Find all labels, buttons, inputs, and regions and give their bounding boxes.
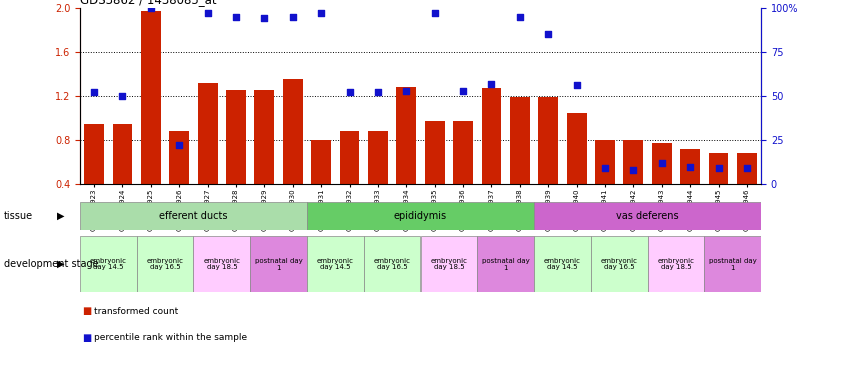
Point (144, 5, 157, 11)
Bar (534, 202, 761, 230)
Text: embryonic
day 14.5: embryonic day 14.5 (544, 258, 581, 270)
Bar (193, 236, 251, 292)
Bar (307, 236, 363, 292)
Point (201, 10, 214, 16)
Text: development stage: development stage (4, 259, 99, 269)
Text: ■: ■ (82, 306, 92, 316)
Point (542, 31, 555, 37)
Point (399, 88, 413, 94)
Text: ▶: ▶ (57, 211, 65, 221)
Text: percentile rank within the sample: percentile rank within the sample (94, 333, 247, 343)
Point (172, 142, 186, 149)
Point (428, 10, 442, 16)
Text: postnatal day
1: postnatal day 1 (255, 258, 303, 270)
Bar (538, 97, 558, 228)
Bar (420, 236, 477, 292)
Bar (396, 87, 416, 228)
Point (315, 10, 328, 16)
Point (343, 89, 357, 96)
Bar (648, 236, 704, 292)
Bar (283, 79, 303, 228)
Bar (482, 88, 501, 228)
Text: embryonic
day 18.5: embryonic day 18.5 (658, 258, 695, 270)
Bar (141, 11, 161, 228)
Text: tissue: tissue (4, 211, 34, 221)
Point (286, 13, 299, 20)
Bar (652, 144, 672, 228)
Bar (84, 124, 104, 228)
Text: embryonic
day 16.5: embryonic day 16.5 (600, 258, 637, 270)
Bar (453, 121, 473, 228)
Point (570, 82, 584, 88)
Point (655, 160, 669, 166)
Bar (113, 124, 132, 228)
Bar (595, 140, 615, 228)
Text: embryonic
day 14.5: embryonic day 14.5 (90, 258, 127, 270)
Point (116, 93, 130, 99)
Bar (680, 149, 700, 228)
Bar (226, 91, 246, 228)
Text: embryonic
day 16.5: embryonic day 16.5 (373, 258, 410, 270)
Point (87, 89, 101, 96)
Text: transformed count: transformed count (94, 306, 178, 316)
Point (371, 89, 384, 96)
Point (598, 166, 611, 172)
Text: postnatal day
1: postnatal day 1 (482, 258, 530, 270)
Bar (363, 236, 420, 292)
Text: ▶: ▶ (57, 259, 65, 269)
Bar (198, 83, 218, 228)
Point (711, 166, 725, 172)
Text: vas deferens: vas deferens (616, 211, 679, 221)
Text: embryonic
day 14.5: embryonic day 14.5 (317, 258, 354, 270)
Bar (425, 121, 445, 228)
Bar (704, 236, 761, 292)
Point (627, 167, 640, 173)
Bar (307, 202, 534, 230)
Bar (80, 236, 136, 292)
Bar (136, 236, 193, 292)
Text: ■: ■ (82, 333, 92, 343)
Bar (510, 97, 530, 228)
Point (457, 88, 470, 94)
Bar (590, 236, 648, 292)
Point (513, 13, 526, 20)
Point (230, 13, 243, 20)
Text: epididymis: epididymis (394, 211, 447, 221)
Bar (623, 140, 643, 228)
Point (484, 81, 498, 87)
Text: postnatal day
1: postnatal day 1 (709, 258, 757, 270)
Bar (709, 153, 728, 228)
Text: embryonic
day 16.5: embryonic day 16.5 (146, 258, 183, 270)
Bar (311, 140, 331, 228)
Text: embryonic
day 18.5: embryonic day 18.5 (204, 258, 241, 270)
Bar (169, 131, 189, 228)
Text: GDS3862 / 1438085_at: GDS3862 / 1438085_at (80, 0, 216, 7)
Point (740, 166, 754, 172)
Bar (251, 236, 307, 292)
Point (257, 15, 271, 22)
Bar (80, 202, 307, 230)
Bar (368, 131, 388, 228)
Text: efferent ducts: efferent ducts (159, 211, 228, 221)
Bar (255, 91, 274, 228)
Text: embryonic
day 18.5: embryonic day 18.5 (431, 258, 468, 270)
Point (684, 164, 697, 170)
Bar (567, 113, 586, 228)
Bar (340, 131, 359, 228)
Bar (737, 153, 757, 228)
Bar (534, 236, 590, 292)
Bar (477, 236, 534, 292)
